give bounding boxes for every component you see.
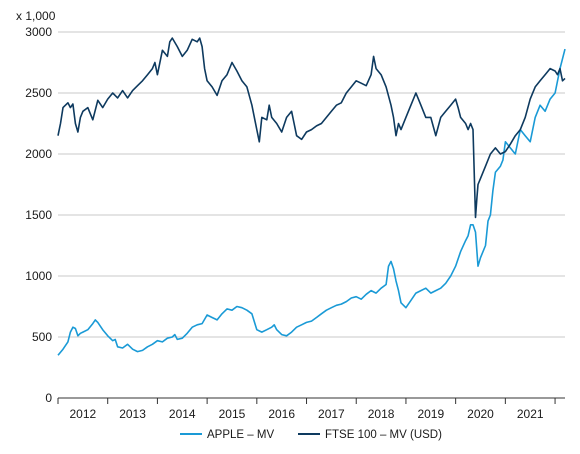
x-tick-label: 2014	[169, 407, 196, 421]
series-lines	[57, 37, 566, 356]
legend-label: FTSE 100 – MV (USD)	[325, 429, 442, 441]
y-tick-label: 1500	[25, 208, 52, 222]
x-tick-label: 2016	[268, 407, 295, 421]
x-tick-label: 2018	[368, 407, 395, 421]
y-tick-label: 2500	[25, 86, 52, 100]
x-tick-label: 2015	[219, 407, 246, 421]
x-tick-label: 2020	[467, 407, 494, 421]
x-axis-ticks: 2012 2013 2014 2015 2016 2017 2018 2019 2020 2021	[57, 398, 556, 421]
y-axis-ticks: 0 500 1000 1500 2000 2500 3000	[25, 25, 52, 405]
x-tick-label: 2021	[517, 407, 544, 421]
legend: APPLE – MV FTSE 100 – MV (USD)	[180, 429, 442, 441]
series-line-apple	[57, 48, 566, 356]
y-unit-label: x 1,000	[16, 9, 56, 23]
x-tick-label: 2013	[119, 407, 146, 421]
series-line-ftse100	[57, 37, 566, 219]
y-tick-label: 1000	[25, 269, 52, 283]
y-tick-label: 3000	[25, 25, 52, 39]
x-tick-label: 2017	[318, 407, 345, 421]
x-tick-label: 2019	[417, 407, 444, 421]
y-tick-label: 500	[32, 330, 52, 344]
x-tick-label: 2012	[70, 407, 97, 421]
y-tick-label: 0	[45, 391, 52, 405]
legend-label: APPLE – MV	[207, 429, 274, 441]
y-tick-label: 2000	[25, 147, 52, 161]
grid	[58, 31, 565, 338]
